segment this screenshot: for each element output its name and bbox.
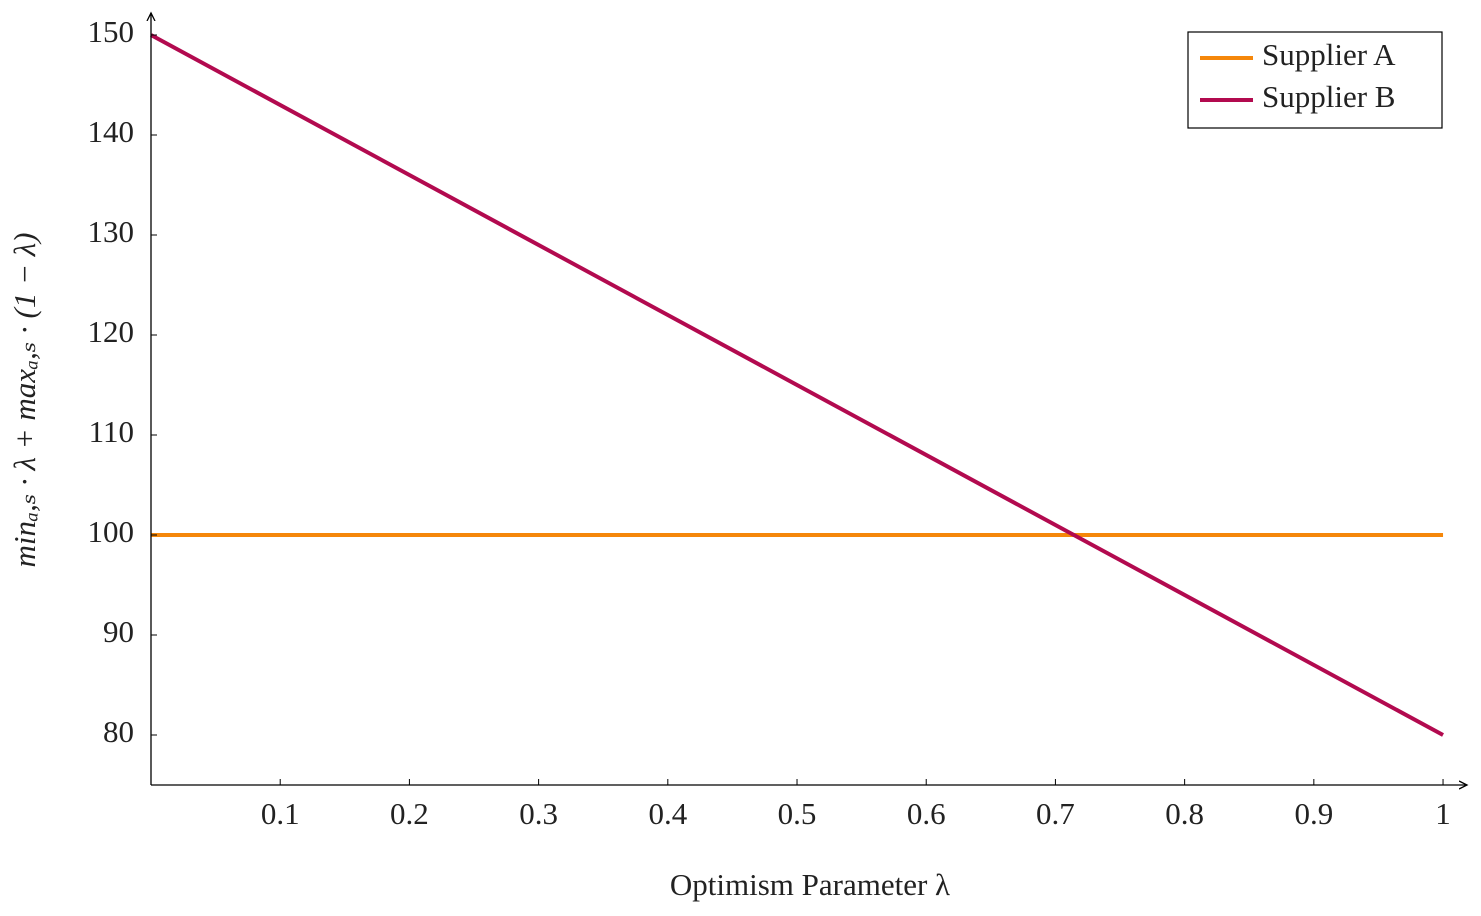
y-axis-label: minₐ,ₛ · λ + maxₐ,ₛ · (1 − λ) bbox=[7, 232, 42, 567]
x-tick-label: 0.6 bbox=[907, 796, 946, 831]
legend-label: Supplier A bbox=[1262, 37, 1396, 72]
y-tick-label: 140 bbox=[88, 114, 135, 149]
x-axis-label: Optimism Parameter λ bbox=[670, 867, 950, 902]
y-tick-label: 150 bbox=[88, 14, 135, 49]
x-tick-label: 0.9 bbox=[1294, 796, 1333, 831]
x-tick-label: 1 bbox=[1435, 796, 1451, 831]
x-tick-label: 0.3 bbox=[519, 796, 558, 831]
y-tick-label: 130 bbox=[88, 214, 135, 249]
x-tick-label: 0.4 bbox=[648, 796, 687, 831]
y-tick-label: 110 bbox=[89, 414, 134, 449]
legend: Supplier A Supplier B bbox=[1187, 31, 1443, 129]
series-line bbox=[150, 33, 1444, 737]
x-tick-label: 0.7 bbox=[1036, 796, 1075, 831]
legend-label: Supplier B bbox=[1262, 79, 1395, 114]
x-tick-label: 0.1 bbox=[261, 796, 300, 831]
legend-box bbox=[1187, 31, 1443, 129]
plot-area bbox=[150, 33, 1444, 737]
x-tick-label: 0.5 bbox=[778, 796, 817, 831]
y-tick-label: 80 bbox=[103, 714, 134, 749]
y-tick-label: 120 bbox=[88, 314, 135, 349]
x-tick-label: 0.8 bbox=[1165, 796, 1204, 831]
x-tick-label: 0.2 bbox=[390, 796, 429, 831]
y-tick-label: 90 bbox=[103, 614, 134, 649]
y-tick-label: 100 bbox=[88, 514, 135, 549]
